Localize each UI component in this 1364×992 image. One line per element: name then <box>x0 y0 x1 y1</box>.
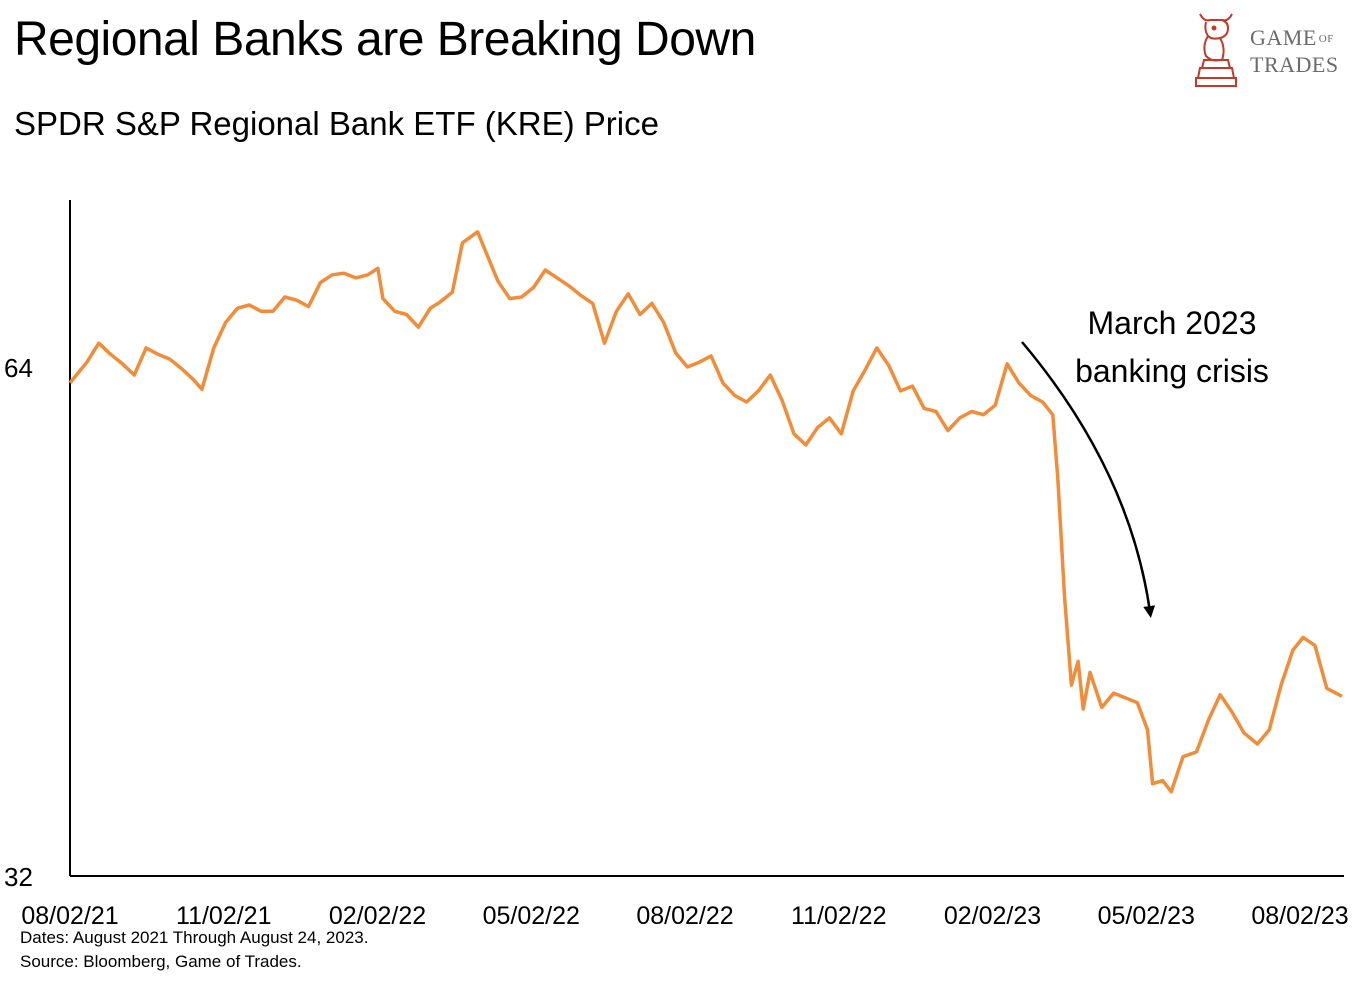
x-tick-label: 11/02/21 <box>176 902 271 930</box>
x-tick-labels: 08/02/21 11/02/21 02/02/22 05/02/22 08/02/22… <box>21 902 1348 930</box>
game-of-trades-logo: Game of Trades <box>1192 8 1352 94</box>
y-tick-labels: 64 32 <box>4 353 33 892</box>
bull-knight-chess-icon <box>1195 13 1237 87</box>
logo-wordmark: Game of Trades <box>1250 26 1339 77</box>
y-tick-label: 32 <box>4 862 33 892</box>
footnote-dates: Dates: August 2021 Through August 24, 20… <box>20 928 369 947</box>
series-layer <box>68 230 1343 794</box>
x-tick-label: 02/02/22 <box>329 902 426 930</box>
x-tick-label: 05/02/23 <box>1098 902 1195 930</box>
x-tick-label: 08/02/21 <box>21 902 118 930</box>
kre-price-line <box>68 230 1343 794</box>
x-tick-label: 11/02/22 <box>791 902 886 930</box>
annotation-line-2: banking crisis <box>1075 353 1269 389</box>
logo-word-trades: Trades <box>1250 52 1339 78</box>
footnote-source: Source: Bloomberg, Game of Trades. <box>20 952 302 971</box>
chart-title: Regional Banks are Breaking Down <box>14 13 756 66</box>
x-tick-label: 08/02/22 <box>636 902 733 930</box>
logo-word-game: Game <box>1250 25 1317 50</box>
annotation-line-1: March 2023 <box>1088 305 1257 341</box>
x-tick-label: 08/02/23 <box>1251 902 1348 930</box>
logo-word-of: of <box>1318 33 1334 46</box>
y-tick-label: 64 <box>4 353 33 383</box>
chart-subtitle: SPDR S&P Regional Bank ETF (KRE) Price <box>14 105 659 142</box>
annotation: March 2023 banking crisis <box>1021 305 1269 618</box>
chart-axes <box>69 200 1344 877</box>
x-tick-label: 05/02/22 <box>483 902 580 930</box>
x-tick-label: 02/02/23 <box>944 902 1041 930</box>
annotation-arrow <box>1021 341 1156 618</box>
